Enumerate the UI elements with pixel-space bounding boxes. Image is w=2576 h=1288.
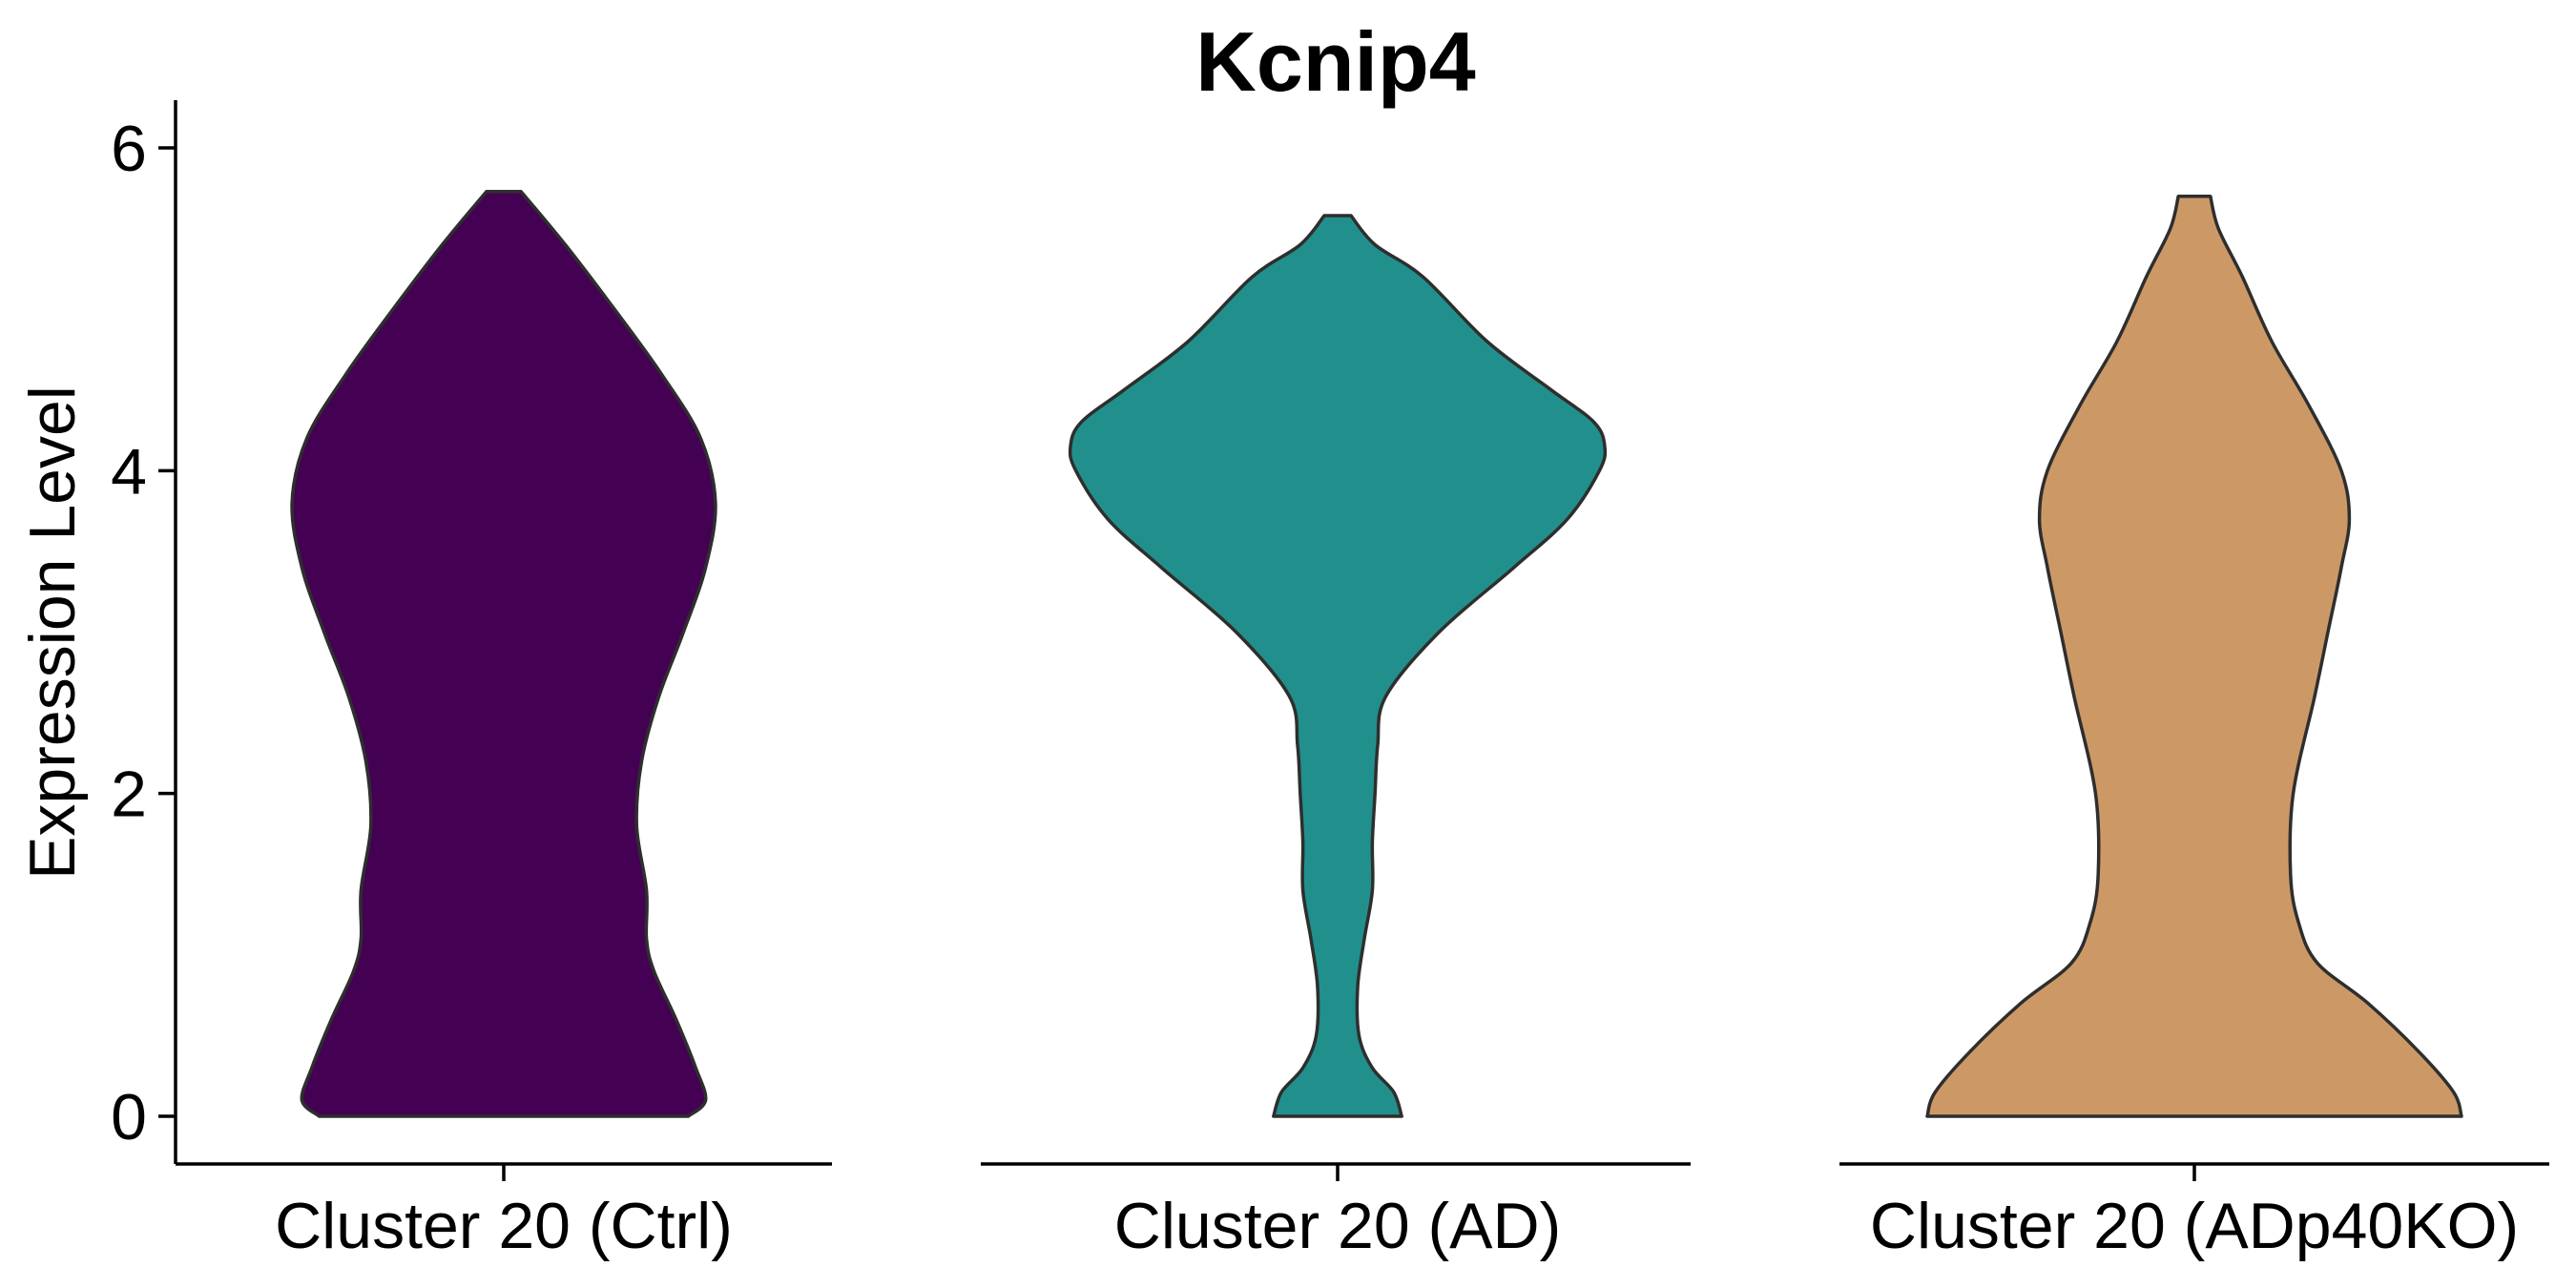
y-axis-label: Expression Level bbox=[16, 385, 89, 880]
y-tick-label: 6 bbox=[111, 113, 147, 185]
y-axis: 0 2 4 6 bbox=[111, 100, 177, 1164]
y-tick-label: 0 bbox=[111, 1081, 147, 1153]
violin-plot-area bbox=[290, 189, 2463, 1118]
x-tick-label: Cluster 20 (Ctrl) bbox=[275, 1190, 733, 1262]
violin-3 bbox=[1925, 194, 2463, 1118]
x-axes: Cluster 20 (Ctrl) Cluster 20 (AD) Cluster … bbox=[176, 1162, 2549, 1262]
x-tick-label: Cluster 20 (AD) bbox=[1114, 1190, 1562, 1262]
chart-title: Kcnip4 bbox=[1195, 14, 1475, 109]
violin-2 bbox=[1068, 214, 1608, 1118]
y-tick-label: 2 bbox=[111, 758, 147, 831]
x-tick-label: Cluster 20 (ADp40KO) bbox=[1870, 1190, 2519, 1262]
y-tick-label: 4 bbox=[111, 435, 147, 508]
violin-1 bbox=[290, 189, 717, 1118]
